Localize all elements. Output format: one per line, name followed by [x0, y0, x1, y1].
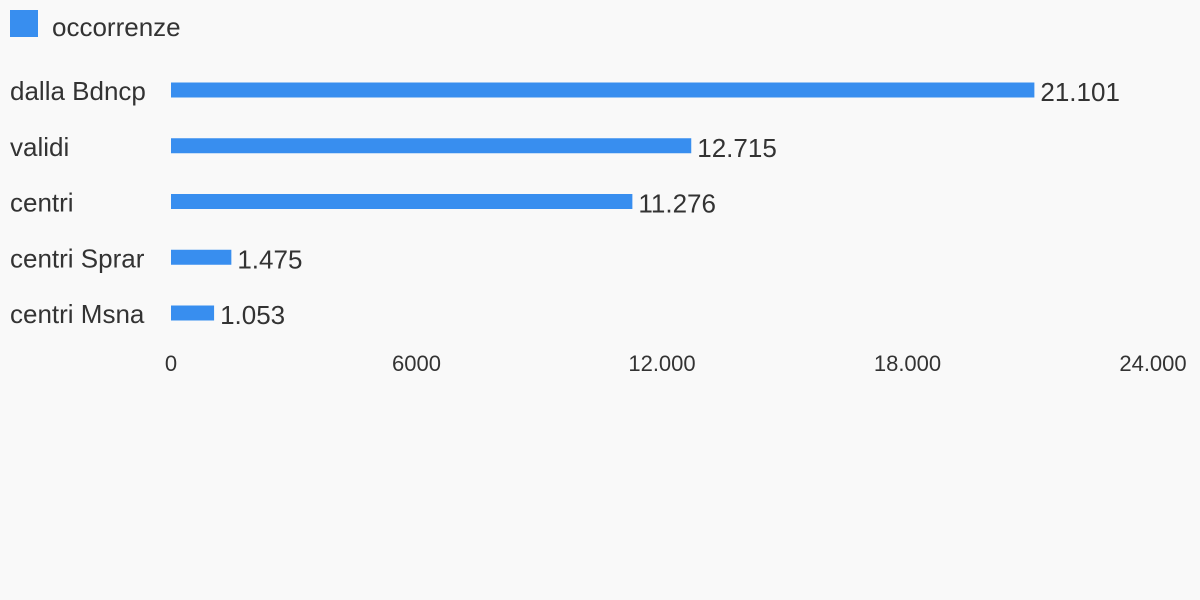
- data-label: 21.101: [1040, 77, 1120, 107]
- bar: [171, 138, 692, 154]
- legend: occorrenze: [10, 10, 181, 42]
- x-tick-label: 0: [165, 351, 177, 376]
- bar: [171, 305, 215, 321]
- bars: [171, 82, 1035, 321]
- category-labels: dalla Bdncp validi centri centri Sprar centr…: [10, 76, 146, 329]
- category-label: centri Sprar: [10, 243, 145, 273]
- category-label: centri: [10, 188, 74, 218]
- value-labels: 21.101 12.715 11.276 1.475 1.053: [220, 77, 1120, 330]
- category-label: dalla Bdncp: [10, 76, 146, 106]
- legend-label: occorrenze: [52, 12, 181, 42]
- category-label: validi: [10, 132, 69, 162]
- data-label: 11.276: [638, 189, 716, 219]
- x-tick-label: 12.000: [628, 351, 695, 376]
- x-tick-label: 24.000: [1119, 351, 1186, 376]
- x-axis: 0 6000 12.000 18.000 24.000: [165, 351, 1187, 376]
- bar: [171, 82, 1035, 98]
- data-label: 1.053: [220, 300, 285, 330]
- x-tick-label: 6000: [392, 351, 441, 376]
- bar: [171, 194, 633, 209]
- legend-swatch: [10, 10, 38, 37]
- bar: [171, 249, 232, 265]
- x-tick-label: 18.000: [874, 351, 941, 376]
- category-label: centri Msna: [10, 299, 145, 329]
- data-label: 1.475: [237, 244, 302, 274]
- data-label: 12.715: [697, 133, 777, 163]
